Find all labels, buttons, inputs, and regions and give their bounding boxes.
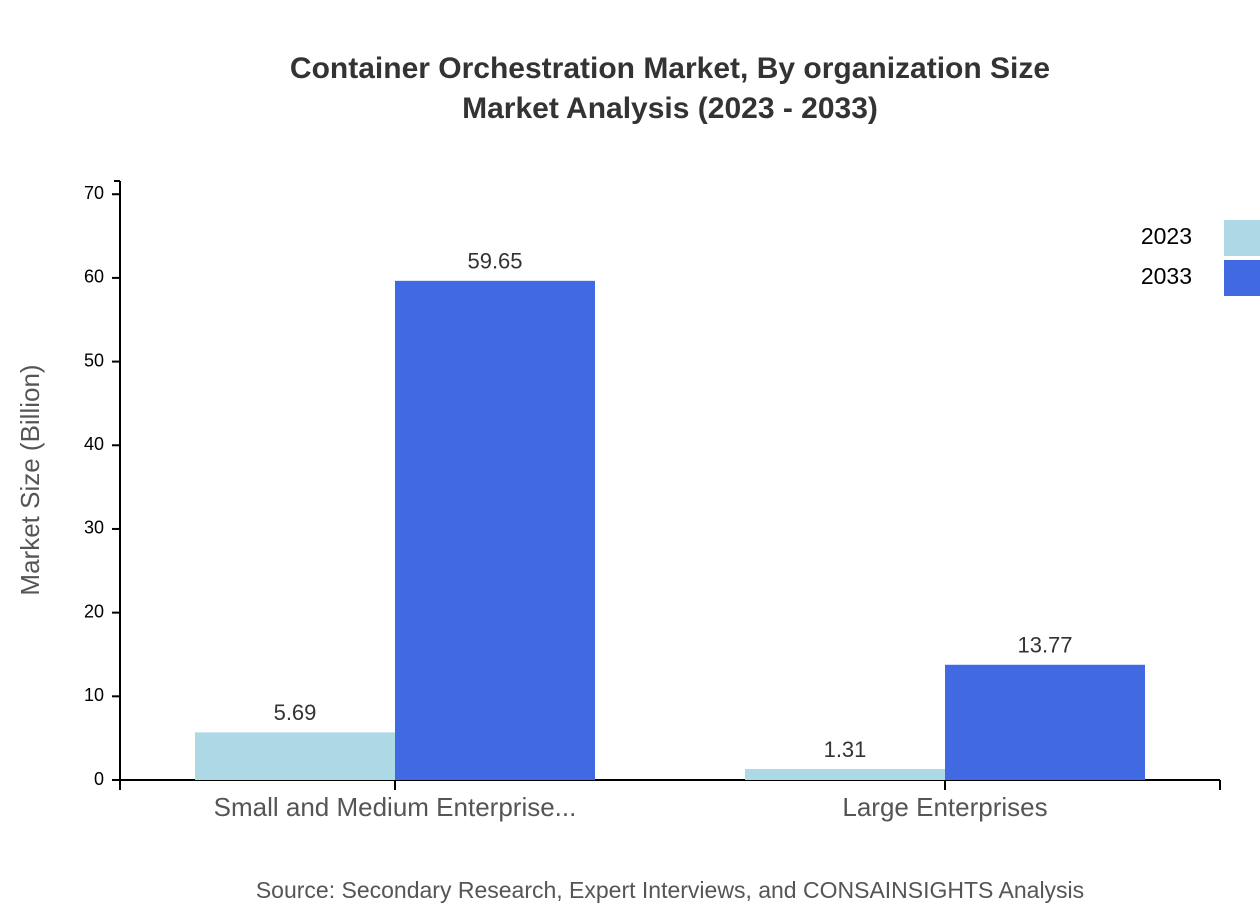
y-tick-label: 10 xyxy=(84,685,104,705)
legend-swatch xyxy=(1224,260,1260,296)
chart-title: Container Orchestration Market, By organ… xyxy=(290,52,1050,85)
y-tick-label: 20 xyxy=(84,601,104,621)
y-axis-label: Market Size (Billion) xyxy=(15,364,45,595)
bar xyxy=(745,769,945,780)
y-tick-label: 40 xyxy=(84,434,104,454)
value-label: 59.65 xyxy=(467,249,522,274)
source-note: Source: Secondary Research, Expert Inter… xyxy=(256,877,1084,903)
value-label: 1.31 xyxy=(824,737,867,762)
bar xyxy=(945,664,1145,780)
chart-subtitle: Market Analysis (2023 - 2033) xyxy=(462,92,878,125)
value-label: 13.77 xyxy=(1017,633,1072,658)
y-tick-label: 30 xyxy=(84,518,104,538)
bar xyxy=(195,732,395,780)
x-tick-label: Large Enterprises xyxy=(842,792,1047,822)
legend-swatch xyxy=(1224,220,1260,256)
y-tick-label: 60 xyxy=(84,267,104,287)
y-tick-label: 50 xyxy=(84,350,104,370)
legend-label: 2023 xyxy=(1141,223,1192,249)
y-tick-label: 0 xyxy=(94,769,104,789)
bar xyxy=(395,280,595,780)
y-tick-label: 70 xyxy=(84,183,104,203)
x-tick-label: Small and Medium Enterprise... xyxy=(214,792,577,822)
value-label: 5.69 xyxy=(274,700,317,725)
legend-label: 2033 xyxy=(1141,263,1192,289)
